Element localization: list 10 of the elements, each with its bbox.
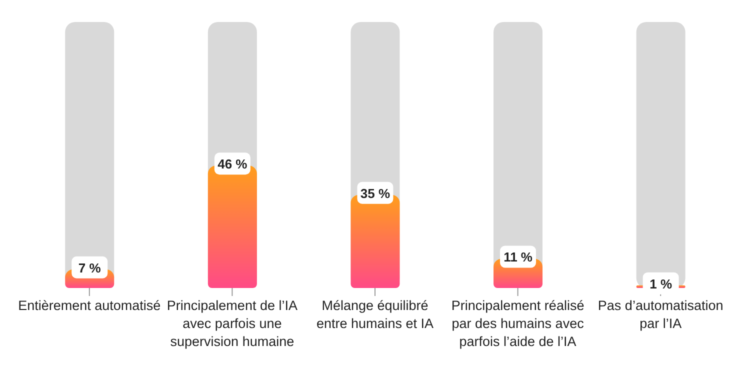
data-label: 11 %	[504, 250, 533, 265]
data-label: 46 %	[218, 156, 248, 172]
data-label: 35 %	[360, 186, 390, 201]
x-tick-label: Mélange équilibré entre humains et IA	[316, 298, 434, 331]
x-tick-label: Principalement réalisé par des humains avec parfois l’aide de l’IA	[451, 298, 584, 349]
data-label: 7 %	[78, 260, 102, 276]
data-label: 1 %	[650, 276, 672, 292]
x-tick-label: Principalement de l’IA avec parfois une supervision humaine	[166, 298, 298, 349]
x-tick-label: Entièrement automatisé	[18, 298, 161, 313]
x-tick-label: Pas d’automatisation par l’IA	[598, 298, 724, 331]
